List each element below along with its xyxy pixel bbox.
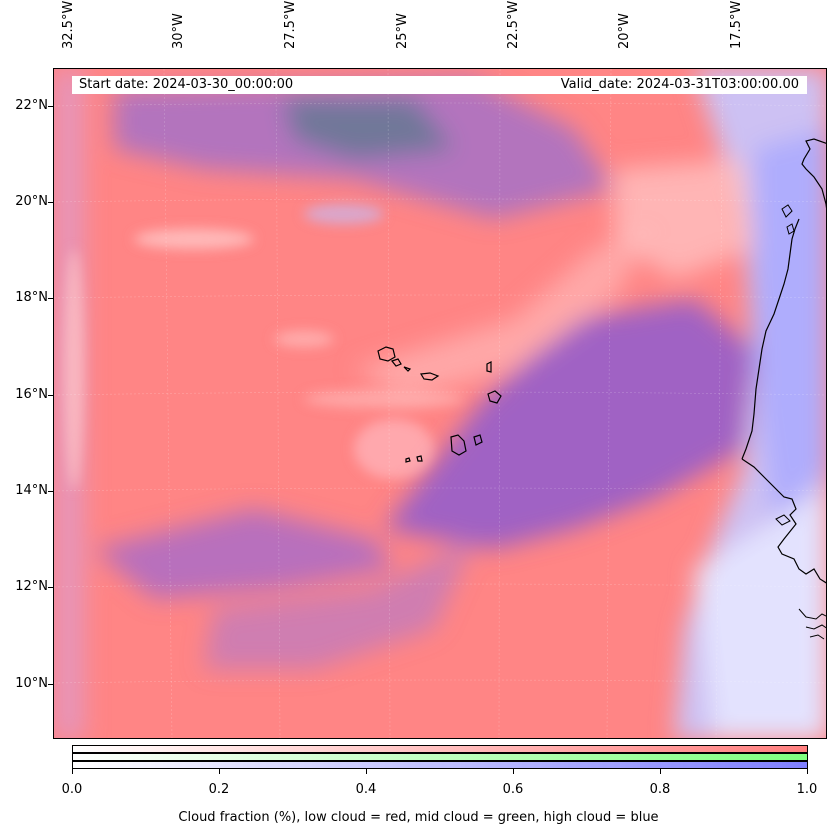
lon-label: 27.5°W bbox=[283, 0, 298, 49]
lon-label: 17.5°W bbox=[729, 0, 744, 49]
tick bbox=[48, 395, 53, 396]
lat-label: 12°N bbox=[15, 579, 48, 594]
colorbar-tick-label: 0.4 bbox=[355, 782, 377, 797]
colorbar-mid bbox=[72, 753, 808, 761]
colorbar-tick-label: 0.8 bbox=[649, 782, 671, 797]
date-info-box: Start date: 2024-03-30_00:00:00 Valid_da… bbox=[72, 76, 807, 94]
colorbar-tick-label: 0.2 bbox=[208, 782, 230, 797]
lon-label: 32.5°W bbox=[61, 0, 76, 49]
valid-date: Valid_date: 2024-03-31T03:00:00.00 bbox=[560, 77, 799, 92]
cloud-map bbox=[53, 68, 827, 739]
coastline bbox=[801, 138, 826, 209]
lat-label: 16°N bbox=[15, 387, 48, 402]
tick bbox=[513, 769, 514, 774]
tick bbox=[366, 769, 367, 774]
colorbar-tick-label: 0.6 bbox=[502, 782, 524, 797]
lon-label: 20°W bbox=[617, 13, 632, 49]
colorbar-high bbox=[72, 761, 808, 769]
lon-label: 25°W bbox=[395, 13, 410, 49]
tick bbox=[48, 587, 53, 588]
tick bbox=[48, 684, 53, 685]
lat-label: 18°N bbox=[15, 290, 48, 305]
start-date: Start date: 2024-03-30_00:00:00 bbox=[79, 77, 294, 92]
cloud-fraction-field bbox=[54, 69, 826, 738]
tick bbox=[48, 106, 53, 107]
tick bbox=[48, 491, 53, 492]
tick bbox=[660, 769, 661, 774]
lat-label: 20°N bbox=[15, 194, 48, 209]
tick bbox=[219, 769, 220, 774]
tick bbox=[48, 202, 53, 203]
colorbar-tick-label: 0.0 bbox=[61, 782, 83, 797]
tick bbox=[72, 769, 73, 774]
colorbar-low bbox=[72, 745, 808, 753]
lon-label: 30°W bbox=[171, 13, 186, 49]
tick bbox=[807, 769, 808, 774]
colorbar-tick-label: 1.0 bbox=[796, 782, 818, 797]
colorbar-caption: Cloud fraction (%), low cloud = red, mid… bbox=[178, 810, 659, 825]
lat-label: 14°N bbox=[15, 483, 48, 498]
lat-label: 10°N bbox=[15, 676, 48, 691]
lat-label: 22°N bbox=[15, 98, 48, 113]
tick bbox=[48, 298, 53, 299]
lon-label: 22.5°W bbox=[506, 0, 521, 49]
cape-verde-islands bbox=[377, 346, 502, 463]
